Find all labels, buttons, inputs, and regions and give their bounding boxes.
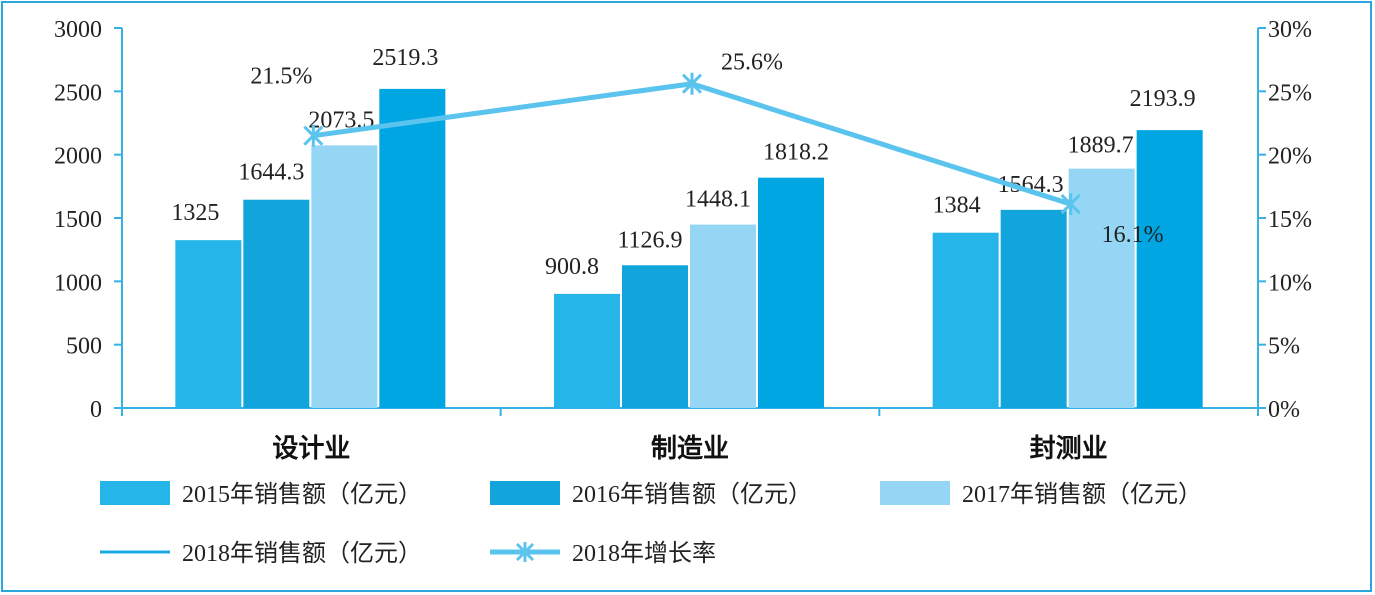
growth-rate-data-label: 25.6%	[721, 50, 783, 76]
legend-label: 2018年增长率	[572, 540, 716, 567]
right-tick-label: 5%	[1268, 334, 1300, 360]
bar-data-label: 1818.2	[763, 140, 829, 166]
bar-data-label: 1126.9	[617, 227, 682, 253]
legend-swatch	[490, 481, 560, 505]
x-category-label: 制造业	[651, 434, 729, 464]
legend-label: 2017年销售额（亿元）	[962, 481, 1202, 508]
right-tick-label: 10%	[1268, 270, 1312, 296]
growth-rate-marker	[681, 72, 703, 95]
bar	[690, 224, 756, 408]
bar	[243, 199, 310, 408]
bar-data-label: 1448.1	[685, 187, 751, 213]
legend-swatch	[880, 481, 950, 505]
left-tick-label: 1500	[54, 207, 102, 233]
bar-data-label: 1384	[933, 193, 981, 219]
left-tick-label: 1000	[54, 270, 102, 296]
bar	[311, 145, 378, 408]
bar-data-label: 1644.3	[238, 160, 304, 186]
legend-label: 2016年销售额（亿元）	[572, 481, 812, 508]
legend-swatch	[100, 481, 170, 505]
growth-rate-data-label: 16.1%	[1102, 222, 1164, 248]
bar	[1068, 168, 1135, 408]
right-tick-label: 0%	[1268, 397, 1300, 423]
growth-rate-marker	[303, 124, 324, 147]
bar	[758, 177, 824, 408]
bar-data-label: 2519.3	[372, 45, 438, 71]
bar	[932, 232, 999, 408]
growth-rate-data-label: 21.5%	[250, 64, 312, 90]
legend-label: 2015年销售额（亿元）	[182, 481, 422, 508]
bar-data-label: 1889.7	[1068, 133, 1134, 159]
x-category-label: 设计业	[272, 434, 350, 464]
bar	[1136, 130, 1203, 408]
left-tick-label: 2000	[54, 144, 102, 170]
bar	[622, 265, 688, 408]
x-category-label: 封测业	[1030, 434, 1108, 464]
right-tick-label: 30%	[1268, 17, 1312, 43]
right-tick-label: 15%	[1268, 207, 1312, 233]
bar-data-label: 2193.9	[1130, 86, 1196, 112]
growth-rate-marker	[1060, 193, 1081, 216]
bar	[1000, 209, 1067, 408]
legend-label: 2018年销售额（亿元）	[182, 540, 422, 567]
left-tick-label: 2500	[54, 80, 102, 106]
right-tick-label: 25%	[1268, 80, 1312, 106]
bar-data-label: 1325	[171, 200, 219, 226]
right-tick-label: 20%	[1268, 144, 1312, 170]
legend-marker	[515, 542, 535, 562]
bar-data-label: 900.8	[545, 254, 599, 280]
left-tick-label: 0	[90, 397, 102, 423]
left-tick-label: 500	[66, 334, 102, 360]
bar	[175, 240, 242, 408]
bar	[554, 293, 620, 408]
left-tick-label: 3000	[54, 17, 102, 43]
bar	[379, 88, 446, 408]
